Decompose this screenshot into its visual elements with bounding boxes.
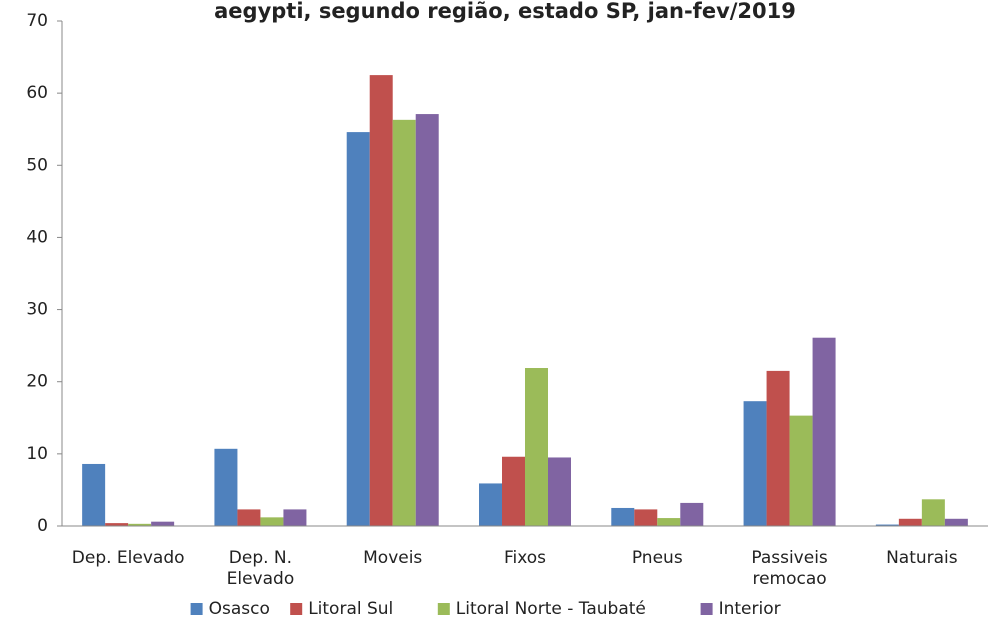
bar [502, 456, 525, 526]
legend-swatch [700, 603, 713, 615]
legend-label: Interior [719, 599, 781, 619]
x-tick-label: Passiveis remocao [751, 548, 828, 589]
legend-label: Litoral Norte - Taubaté [456, 599, 646, 619]
y-tick-label: 50 [26, 155, 48, 175]
bar [151, 521, 175, 526]
x-tick-label: Fixos [504, 548, 546, 568]
bar [611, 507, 635, 526]
y-tick-label: 10 [26, 444, 48, 464]
bar [789, 415, 813, 526]
bar [657, 518, 681, 526]
y-tick-label: 30 [26, 300, 48, 320]
bar [415, 114, 439, 527]
bar [680, 502, 704, 526]
y-tick-label: 40 [26, 227, 48, 247]
bar [479, 483, 502, 526]
bar [82, 463, 106, 526]
legend-label: Osasco [209, 599, 270, 619]
x-tick-label: Dep. Elevado [72, 548, 185, 568]
bar [128, 523, 152, 526]
bar [283, 509, 307, 526]
bar [369, 75, 393, 526]
bar [875, 524, 899, 526]
x-tick-label: Dep. N. Elevado [227, 548, 295, 589]
y-tick-label: 20 [26, 372, 48, 392]
x-tick-label: Naturais [886, 548, 958, 568]
y-tick-label: 60 [26, 83, 48, 103]
y-tick-label: 0 [37, 516, 48, 536]
legend-swatch [190, 603, 203, 615]
bar [548, 457, 571, 526]
bar [921, 499, 945, 526]
bar [898, 518, 922, 526]
bar [634, 509, 658, 526]
bar [525, 368, 548, 526]
legend-label: Litoral Sul [308, 599, 393, 619]
legend-swatch [437, 603, 450, 615]
x-tick-label: Moveis [363, 548, 422, 568]
bar [812, 337, 836, 526]
bar [237, 509, 261, 526]
bar [766, 370, 790, 526]
bar [346, 132, 370, 526]
bar [105, 523, 129, 526]
bar [260, 517, 284, 526]
legend-swatch [290, 603, 303, 615]
bar [944, 518, 968, 526]
x-tick-label: Pneus [632, 548, 683, 568]
chart-title: aegypti, segundo região, estado SP, jan-… [214, 0, 796, 23]
y-tick-label: 70 [26, 11, 48, 31]
bar [392, 119, 416, 526]
bar [743, 401, 767, 526]
bar [214, 448, 238, 526]
